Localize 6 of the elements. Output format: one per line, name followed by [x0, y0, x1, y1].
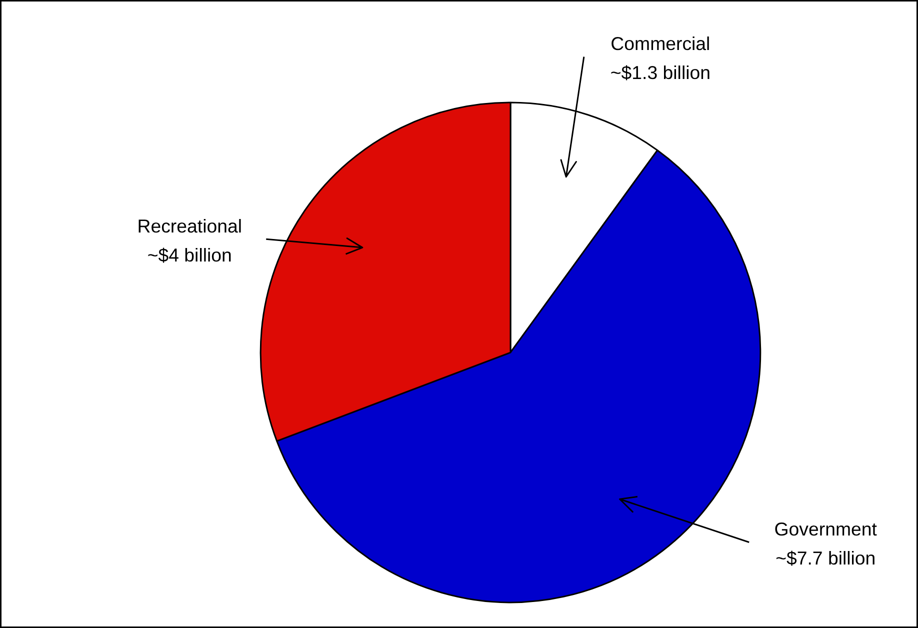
slice-label: Recreational — [137, 216, 242, 237]
data-label: ~$7.7 billion — [776, 547, 876, 568]
data-label: ~$1.3 billion — [610, 62, 710, 83]
slice-label: Government — [774, 518, 878, 540]
data-label: ~$4 billion — [147, 244, 232, 266]
slice-label: Commercial — [610, 33, 710, 54]
